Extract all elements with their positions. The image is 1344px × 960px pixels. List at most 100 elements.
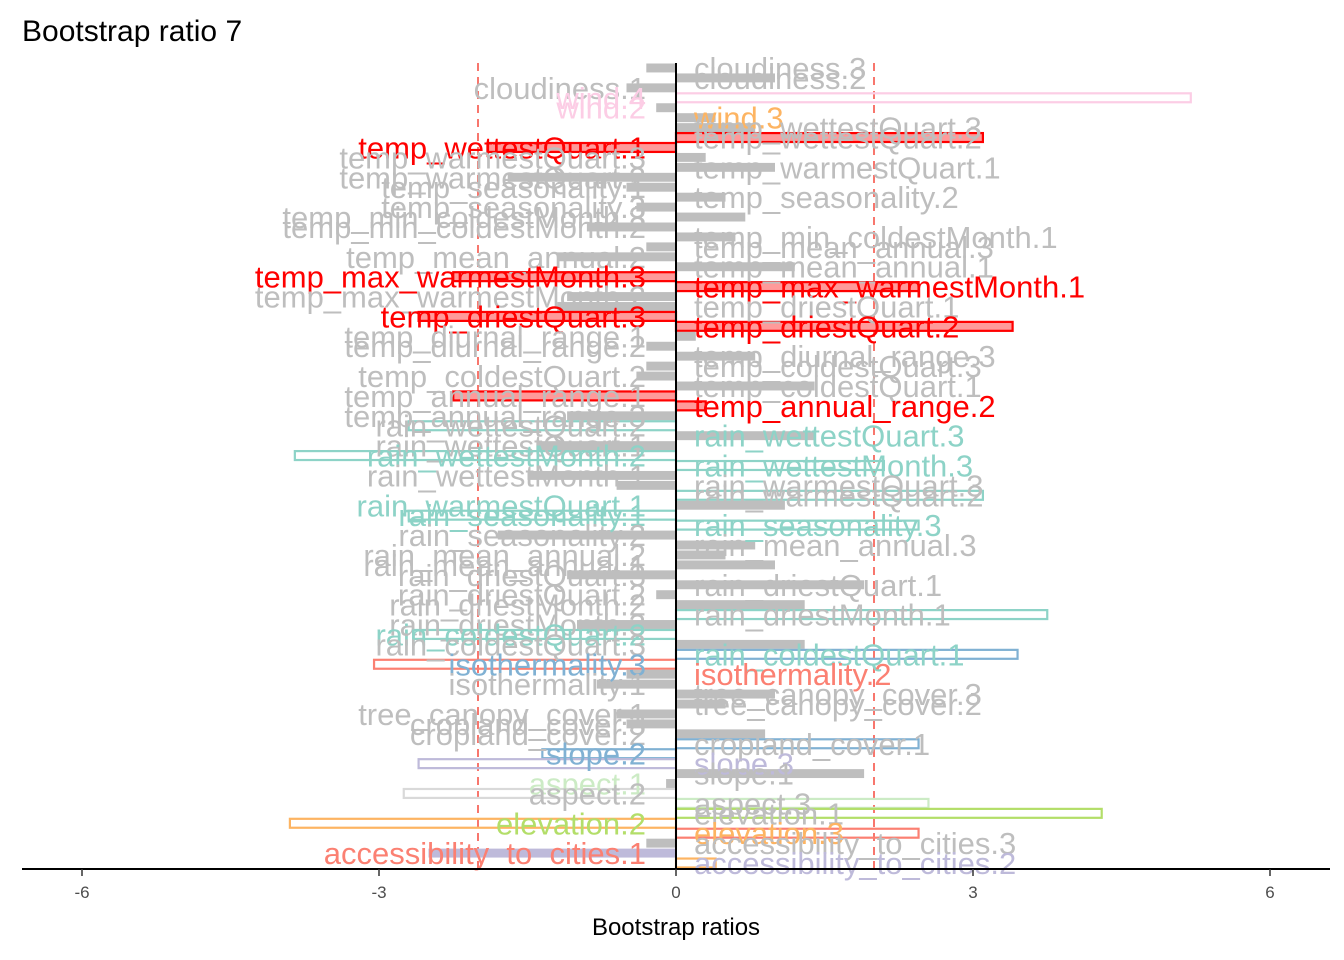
- bar-label-temp_mean_annual.3: temp_mean_annual.3: [694, 230, 994, 265]
- bar-temp_coldestQuart.1: [676, 381, 815, 391]
- bar-label-aspect.1: aspect.1: [529, 767, 646, 802]
- bar-label-temp_seasonality.3: temp_seasonality.3: [381, 190, 646, 225]
- bar-temp_seasonality.1: [626, 182, 676, 192]
- bar-label-cloudiness.3: cloudiness.3: [694, 51, 866, 86]
- bar-label-temp_driestQuart.1: temp_driestQuart.1: [694, 289, 959, 324]
- bar-rain_driestMonth.2: [676, 600, 805, 610]
- bar-accessibility_to_cities.1: [428, 848, 676, 858]
- bar-temp_warmestQuart.1: [676, 162, 775, 172]
- bar-label-temp_wettestQuart.1: temp_wettestQuart.1: [358, 130, 646, 165]
- bar-label-rain_wettestMonth.1: rain_wettestMonth.1: [367, 458, 646, 493]
- bar-label-temp_min_coldestMonth.1: temp_min_coldestMonth.1: [694, 220, 1058, 255]
- bar-rain_wettestMonth.1: [527, 470, 676, 480]
- bar-label-isothermality.1: isothermality.1: [448, 667, 646, 702]
- bar-label-temp_max_warmestMonth.3: temp_max_warmestMonth.3: [255, 260, 646, 295]
- bar-label-wind.4: wind.4: [555, 81, 646, 116]
- bar-rain_driestQuart.3: [567, 570, 676, 580]
- bar-label-rain_warmestQuart.1: rain_warmestQuart.1: [357, 488, 646, 523]
- bar-temp_mean_annual.3: [646, 242, 676, 252]
- bar-rain_coldestQuart.3: [676, 639, 805, 649]
- bar-temp_warmestQuart.3: [676, 152, 706, 162]
- bar-label-rain_coldestQuart.1: rain_coldestQuart.1: [694, 637, 965, 672]
- bar-label-temp_mean_annual.2: temp_mean_annual.2: [346, 240, 646, 275]
- x-tick-label-0: 0: [671, 883, 680, 902]
- bar-wind.3: [676, 113, 716, 123]
- bar-label-rain_coldestQuart.2: rain_coldestQuart.2: [375, 617, 646, 652]
- bar-label-temp_seasonality.1: temp_seasonality.1: [381, 170, 646, 205]
- x-tick-label--6: -6: [74, 883, 89, 902]
- bar-rain_mean_annual.1: [676, 560, 775, 570]
- bar-rain_seasonality.2: [497, 530, 676, 540]
- bar-label-tree_canopy_cover.3: tree_canopy_cover.3: [694, 677, 982, 712]
- bar-label-temp_min_coldestMonth.3: temp_min_coldestMonth.3: [282, 200, 646, 235]
- bar-cropland_cover.2: [676, 729, 766, 739]
- bar-label-temp_annual_range.2: temp_annual_range.2: [694, 389, 996, 424]
- bar-temp_mean_annual.2: [557, 252, 676, 262]
- bar-temp_min_coldestMonth.2: [586, 222, 676, 232]
- bar-label-temp_warmestQuart.2: temp_warmestQuart.2: [339, 160, 646, 195]
- bar-temp_coldestQuart.3: [646, 361, 676, 371]
- bar-tree_canopy_cover.1: [616, 709, 676, 719]
- bar-label-temp_mean_annual.1: temp_mean_annual.1: [694, 250, 994, 285]
- bar-temp_annual_range.3: [567, 411, 676, 421]
- bar-label-accessibility_to_cities.2: accessibility_to_cities.2: [694, 846, 1016, 881]
- bar-rain_mean_annual.3: [676, 540, 756, 550]
- bar-tree_canopy_cover.2: [676, 699, 726, 709]
- bar-label-slope.3: slope.3: [694, 747, 794, 782]
- bar-label-rain_driestQuart.1: rain_driestQuart.1: [694, 568, 942, 603]
- bar-label-tree_canopy_cover.1: tree_canopy_cover.1: [358, 697, 646, 732]
- bar-label-accessibility_to_cities.3: accessibility_to_cities.3: [694, 826, 1016, 861]
- bar-label-rain_driestQuart.3: rain_driestQuart.3: [398, 558, 646, 593]
- bar-label-rain_driestQuart.2: rain_driestQuart.2: [398, 578, 646, 613]
- bar-isothermality.1: [596, 679, 676, 689]
- bar-temp_diurnal_range.1: [676, 331, 696, 341]
- bar-rain_driestMonth.3: [577, 620, 676, 629]
- bar-label-isothermality.3: isothermality.3: [448, 647, 646, 682]
- bar-label-temp_driestQuart.3: temp_driestQuart.3: [381, 299, 646, 334]
- bar-temp_wettestQuart.3: [676, 123, 756, 133]
- bar-label-wind.3: wind.3: [693, 101, 784, 136]
- bar-label-cropland_cover.1: cropland_cover.1: [694, 727, 930, 762]
- bar-cloudiness.1: [626, 83, 676, 93]
- bar-label-rain_driestMonth.1: rain_driestMonth.1: [694, 598, 951, 633]
- bar-temp_seasonality.3: [636, 202, 676, 212]
- bar-label-temp_driestQuart.2: temp_driestQuart.2: [694, 309, 959, 344]
- bar-label-cropland_cover.3: cropland_cover.3: [410, 707, 646, 742]
- axes: -6 -3 0 3 6: [22, 63, 1330, 902]
- bar-label-rain_coldestQuart.3: rain_coldestQuart.3: [375, 627, 646, 662]
- bar-accessibility_to_cities.3: [646, 838, 676, 848]
- bar-label-cloudiness.1: cloudiness.1: [474, 71, 646, 106]
- bar-label-wind.2: wind.2: [555, 91, 646, 126]
- bar-temp_mean_annual.1: [676, 262, 795, 272]
- bar-label-temp_coldestQuart.2: temp_coldestQuart.2: [358, 359, 646, 394]
- x-tick-label-3: 3: [968, 883, 977, 902]
- bar-label-rain_wettestMonth.2: rain_wettestMonth.2: [367, 439, 646, 474]
- bar-label-temp_annual_range.1: temp_annual_range.1: [344, 379, 646, 414]
- bar-label-slope.2: slope.2: [546, 737, 646, 772]
- bar-temp_coldestQuart.2: [636, 371, 676, 381]
- bar-label-isothermality.2: isothermality.2: [694, 657, 892, 692]
- x-tick-label-6: 6: [1265, 883, 1274, 902]
- chart-title: Bootstrap ratio 7: [22, 15, 242, 48]
- bar-label-temp_wettestQuart.3: temp_wettestQuart.3: [694, 111, 982, 146]
- bar-label-elevation.2: elevation.2: [496, 806, 646, 841]
- bar-label-rain_wettestMonth.3: rain_wettestMonth.3: [694, 449, 973, 484]
- bar-label-temp_wettestQuart.2: temp_wettestQuart.2: [694, 121, 982, 156]
- bar-rain_warmestQuart.1: [676, 500, 785, 510]
- bar-label-temp_coldestQuart.1: temp_coldestQuart.1: [694, 369, 982, 404]
- bar-label-rain_mean_annual.1: rain_mean_annual.1: [363, 548, 646, 583]
- bar-temp_min_coldestMonth.3: [676, 212, 746, 222]
- bar-label-elevation.1: elevation.1: [694, 796, 844, 831]
- bar-label-temp_annual_range.3: temp_annual_range.3: [344, 399, 646, 434]
- bar-temp_diurnal_range.3: [676, 351, 756, 361]
- bar-label-rain_mean_annual.2: rain_mean_annual.2: [363, 538, 646, 573]
- bar-temp_max_warmestMonth.2: [567, 292, 676, 302]
- bar-label-rain_wettestQuart.1: rain_wettestQuart.1: [375, 429, 646, 464]
- bar-label-temp_max_warmestMonth.2: temp_max_warmestMonth.2: [255, 280, 646, 315]
- bar-label-aspect.3: aspect.3: [694, 786, 811, 821]
- bar-aspect.1: [666, 779, 676, 788]
- bar-label-rain_driestMonth.2: rain_driestMonth.2: [389, 588, 646, 623]
- bar-label-temp_diurnal_range.1: temp_diurnal_range.1: [344, 319, 646, 354]
